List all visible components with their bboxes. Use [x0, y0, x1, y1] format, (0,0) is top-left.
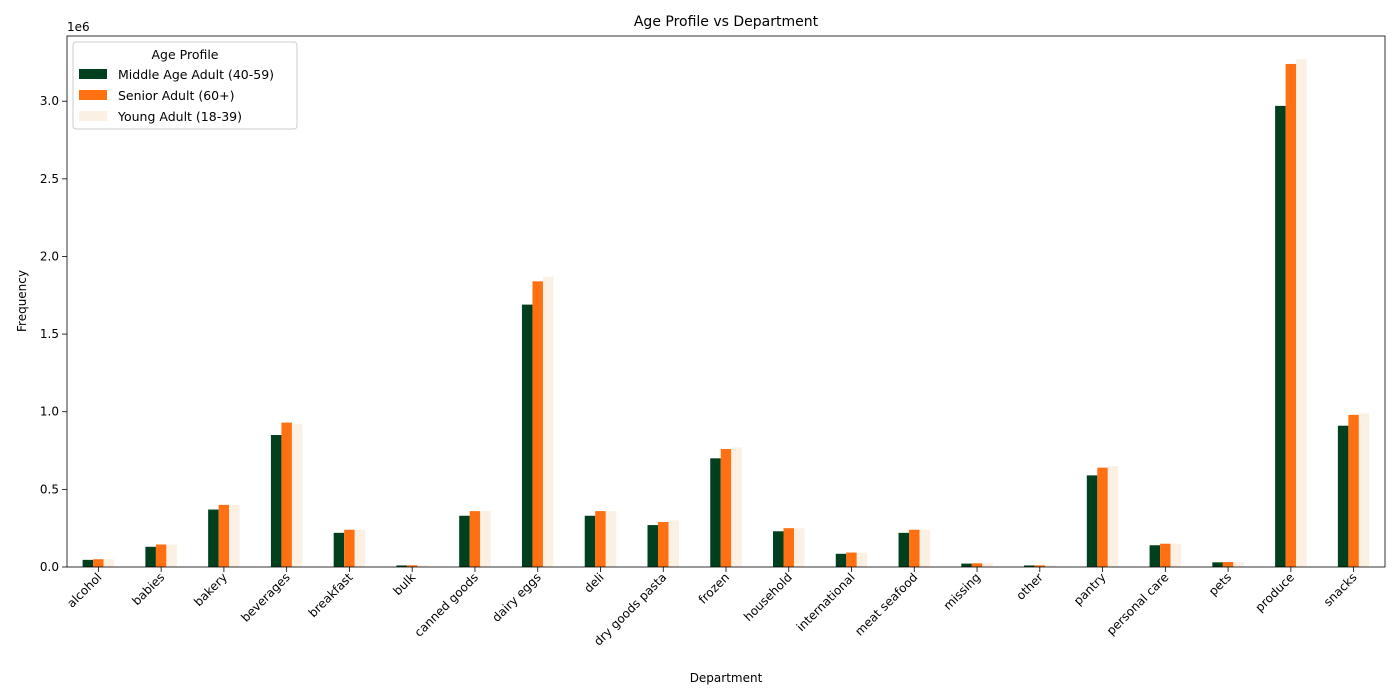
- bar-frozen-series-2: [731, 447, 742, 567]
- bar-deli-series-0: [584, 515, 596, 567]
- bar-beverages-series-0: [270, 435, 282, 567]
- y-tick-label: 2.5: [40, 172, 59, 186]
- bar-snacks-series-0: [1337, 425, 1349, 567]
- legend-label-1: Senior Adult (60+): [118, 88, 234, 103]
- bar-pantry-series-2: [1107, 466, 1119, 567]
- bar-canned-goods-series-0: [459, 515, 470, 567]
- y-tick-label: 1.0: [40, 405, 59, 419]
- bar-dairy-eggs-series-0: [521, 304, 533, 567]
- bar-babies-series-0: [145, 546, 156, 567]
- bar-bulk-series-2: [417, 565, 428, 567]
- bar-beverages-series-1: [281, 422, 292, 567]
- bar-pantry-series-0: [1086, 475, 1098, 567]
- y-tick-label: 1.5: [40, 327, 59, 341]
- bar-bakery-series-1: [218, 504, 230, 567]
- bar-bakery-series-2: [229, 504, 240, 567]
- bar-bakery-series-0: [208, 509, 219, 567]
- bar-personal-care-series-1: [1160, 543, 1171, 567]
- bar-produce-series-0: [1275, 105, 1286, 568]
- bar-dry-goods-pasta-series-2: [668, 520, 679, 567]
- bar-canned-goods-series-2: [480, 511, 491, 567]
- bar-snacks-series-1: [1348, 414, 1359, 567]
- bar-canned-goods-series-1: [469, 511, 481, 567]
- x-axis-title: Department: [690, 671, 763, 685]
- bar-household-series-0: [773, 531, 784, 567]
- bar-pets-series-0: [1212, 562, 1223, 567]
- bar-pets-series-1: [1222, 562, 1234, 567]
- y-tick-label: 0.5: [40, 482, 59, 496]
- bar-frozen-series-1: [720, 449, 732, 567]
- bar-international-series-0: [835, 553, 847, 567]
- bar-produce-series-1: [1285, 63, 1297, 567]
- bar-meat-seafood-series-0: [898, 532, 910, 567]
- legend-title: Age Profile: [151, 47, 218, 62]
- bar-pets-series-2: [1233, 562, 1244, 567]
- bar-babies-series-2: [166, 544, 177, 567]
- legend-swatch-2: [79, 111, 107, 121]
- bar-meat-seafood-series-1: [909, 529, 920, 567]
- legend: Age Profile Middle Age Adult (40-59) Senio…: [72, 41, 298, 130]
- legend-swatch-0: [79, 69, 107, 79]
- bar-bulk-series-1: [406, 565, 418, 567]
- legend-swatch-1: [79, 90, 107, 100]
- bar-household-series-2: [794, 528, 805, 567]
- bar-frozen-series-0: [710, 458, 721, 567]
- bar-dairy-eggs-series-2: [542, 276, 554, 567]
- bar-dairy-eggs-series-1: [532, 281, 543, 567]
- bar-alcohol-series-1: [93, 559, 104, 567]
- y-axis-title: Frequency: [15, 270, 29, 332]
- bar-alcohol-series-2: [103, 559, 115, 567]
- bar-deli-series-2: [605, 511, 617, 567]
- bar-babies-series-1: [155, 544, 167, 567]
- legend-label-0: Middle Age Adult (40-59): [118, 67, 274, 82]
- legend-label-2: Young Adult (18-39): [117, 109, 242, 124]
- bar-beverages-series-2: [291, 424, 303, 567]
- chart-title: Age Profile vs Department: [634, 14, 819, 30]
- bar-produce-series-2: [1296, 59, 1307, 567]
- bar-deli-series-1: [595, 511, 606, 567]
- bar-other-series-1: [1034, 565, 1046, 567]
- bar-international-series-2: [856, 552, 868, 567]
- bar-snacks-series-2: [1358, 413, 1370, 567]
- bar-meat-seafood-series-2: [919, 529, 931, 567]
- bar-breakfast-series-1: [344, 529, 355, 567]
- bar-other-series-2: [1045, 565, 1056, 567]
- bar-household-series-1: [783, 528, 795, 567]
- y-tick-label: 0.0: [40, 560, 59, 574]
- bar-dry-goods-pasta-series-1: [657, 521, 669, 567]
- y-tick-label: 3.0: [40, 94, 59, 108]
- bar-breakfast-series-0: [333, 532, 345, 567]
- y-tick-label: 2.0: [40, 249, 59, 263]
- bar-missing-series-1: [971, 563, 983, 567]
- bar-missing-series-2: [982, 563, 993, 567]
- bar-missing-series-0: [961, 563, 972, 567]
- bar-bulk-series-0: [396, 565, 407, 567]
- bar-pantry-series-1: [1097, 467, 1108, 567]
- bar-personal-care-series-0: [1149, 545, 1161, 567]
- bar-dry-goods-pasta-series-0: [647, 525, 658, 567]
- bar-personal-care-series-2: [1170, 543, 1182, 567]
- bar-alcohol-series-0: [82, 559, 94, 567]
- legend-box: [72, 41, 298, 130]
- y-scale-label: 1e6: [67, 20, 90, 34]
- bar-international-series-1: [846, 552, 857, 567]
- bar-other-series-0: [1024, 565, 1035, 567]
- bar-breakfast-series-2: [354, 529, 366, 567]
